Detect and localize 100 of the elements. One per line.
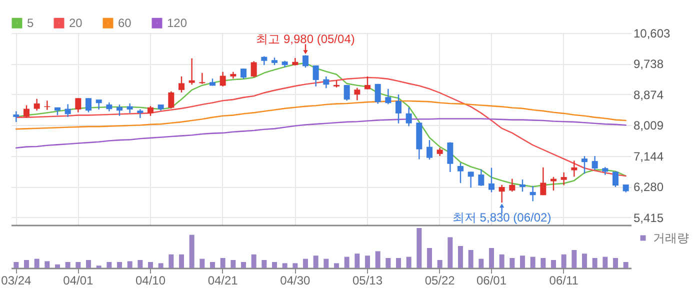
candlestick (396, 94, 402, 124)
candlestick (34, 98, 40, 112)
candlestick (75, 98, 82, 113)
candlestick (199, 72, 206, 85)
candlestick (458, 162, 464, 184)
candlestick (302, 54, 308, 68)
legend-label: 20 (69, 16, 83, 30)
x-tick-label: 04/10 (135, 274, 166, 288)
candlestick (148, 105, 154, 117)
bar (44, 261, 50, 268)
candlestick (24, 104, 30, 118)
bar (520, 256, 525, 268)
bar (189, 234, 194, 268)
candlestick (116, 104, 122, 117)
bar (14, 262, 19, 268)
bar (354, 254, 360, 268)
x-tick-label: 05/13 (352, 274, 383, 288)
candlestick (178, 76, 184, 94)
bar (127, 261, 132, 268)
bar (292, 263, 298, 268)
bar (623, 262, 628, 268)
y-tick-label: 7,144 (634, 149, 664, 164)
candlestick (374, 83, 381, 104)
bar (262, 260, 267, 268)
candlestick (126, 102, 133, 114)
x-tick-label: 04/30 (280, 274, 311, 288)
bar (282, 263, 288, 268)
bar (437, 260, 442, 268)
candlestick (530, 185, 536, 202)
bar (540, 258, 546, 268)
bar (148, 262, 153, 268)
bar (510, 258, 515, 268)
candlestick (550, 176, 556, 192)
bar (427, 248, 432, 268)
bar (396, 258, 401, 268)
bar (220, 258, 226, 268)
candlestick (478, 168, 484, 187)
candlestick (582, 155, 588, 174)
bar (55, 264, 60, 268)
bar (448, 237, 453, 268)
candlestick (498, 184, 505, 204)
bar (468, 250, 474, 268)
x-tick-label: 04/01 (63, 274, 94, 288)
bar (551, 260, 556, 268)
bar (406, 256, 412, 268)
bar (489, 248, 494, 268)
candlestick (220, 71, 226, 88)
bar (561, 254, 566, 268)
bar (241, 262, 246, 268)
candlestick (571, 160, 578, 178)
x-tick-label: 04/21 (208, 274, 238, 288)
y-tick-label: 6,280 (634, 180, 664, 194)
y-tick-label: 8,874 (634, 88, 664, 102)
x-tick-label: 06/11 (549, 274, 579, 288)
candlestick (468, 171, 474, 188)
candlestick (240, 68, 246, 80)
annotation: 최고 9,980 (05/04) (256, 32, 355, 46)
annotation: 최저 5,830 (06/02) (452, 210, 552, 225)
bar (303, 258, 308, 268)
y-tick-label: 10,603 (634, 26, 671, 40)
candlestick (13, 110, 20, 123)
bar (158, 263, 164, 268)
candlestick (592, 155, 598, 171)
candlestick (312, 64, 319, 88)
x-tick-label: 03/24 (1, 274, 32, 288)
bar (478, 258, 484, 268)
candlestick (188, 58, 195, 86)
bar (582, 254, 587, 268)
bar (230, 260, 236, 268)
y-tick-label: 5,415 (634, 210, 664, 225)
candlestick (447, 142, 454, 173)
bar (65, 262, 70, 268)
bar (76, 262, 81, 268)
bar (34, 258, 40, 268)
candlestick (96, 98, 102, 110)
candlestick (137, 108, 144, 119)
legend-label: 120 (167, 16, 188, 30)
bar (416, 228, 422, 268)
candlestick (168, 90, 174, 110)
x-tick-label: 06/01 (476, 274, 507, 288)
y-tick-label: 9,738 (634, 57, 664, 72)
candlestick (364, 76, 370, 90)
bar (530, 256, 536, 268)
candlestick (488, 167, 494, 193)
candlestick (426, 139, 432, 160)
bar (386, 258, 391, 268)
bar (272, 262, 277, 268)
bar (313, 256, 318, 268)
candlestick (520, 178, 526, 192)
candlestick (86, 98, 92, 113)
candlestick (354, 87, 360, 101)
bar (375, 251, 380, 268)
bar (334, 263, 339, 268)
bar (24, 260, 29, 268)
bar (117, 262, 122, 268)
bar (344, 256, 350, 268)
candlestick (64, 104, 71, 118)
candlestick (560, 172, 567, 186)
bar (602, 256, 608, 268)
bar (168, 254, 174, 268)
